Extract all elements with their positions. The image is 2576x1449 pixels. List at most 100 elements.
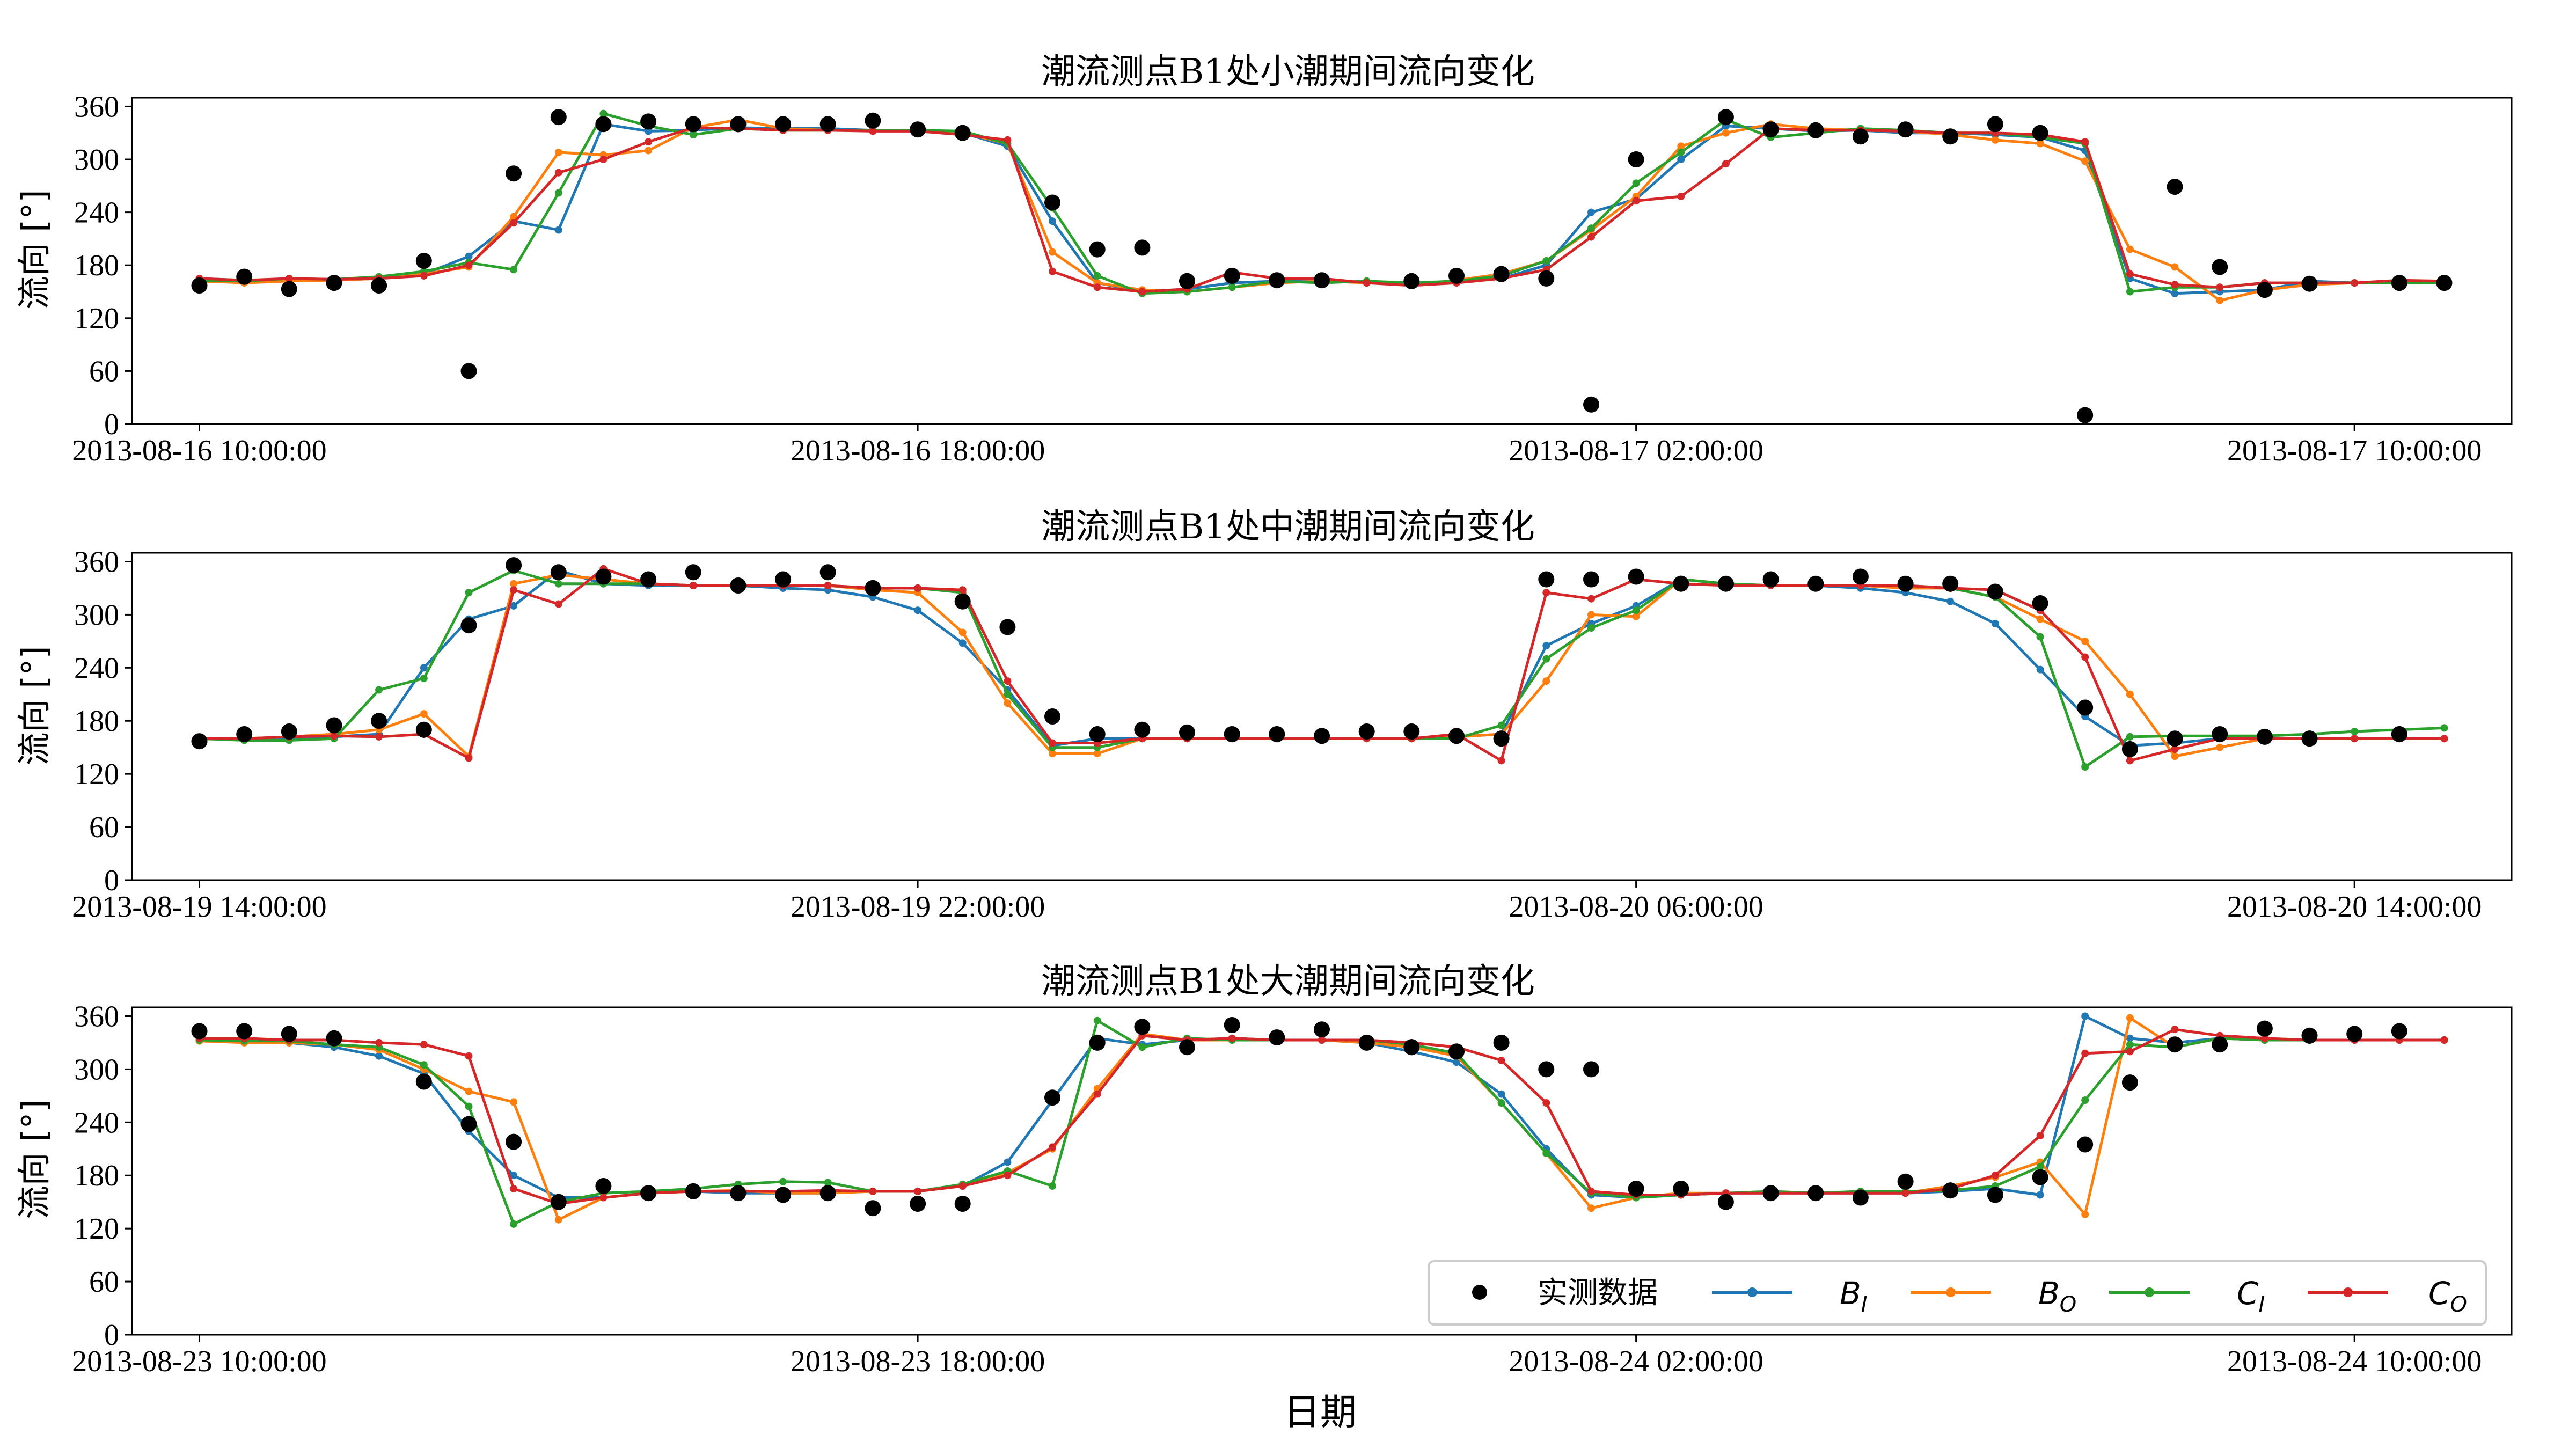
- observed-point: [326, 1030, 342, 1046]
- observed-point: [2391, 275, 2407, 291]
- observed-point: [1717, 109, 1734, 126]
- series-point-c-i: [1004, 690, 1012, 698]
- series-point-c-i: [2036, 633, 2044, 641]
- legend-item-b-o: BO: [1911, 1275, 2076, 1317]
- series-point-b-i: [510, 1172, 518, 1180]
- x-tick-label: 2013-08-16 18:00:00: [791, 434, 1045, 467]
- observed-point: [191, 733, 208, 750]
- x-tick-label: 2013-08-16 10:00:00: [72, 434, 326, 467]
- series-point-c-i: [1632, 179, 1640, 187]
- observed-point: [819, 116, 836, 133]
- series-point-c-o: [2171, 1026, 2179, 1034]
- series-point-c-o: [510, 1185, 518, 1192]
- series-point-c-o: [1542, 589, 1550, 597]
- legend-marker-b-i: [1747, 1287, 1757, 1297]
- series-point-b-i: [1587, 208, 1595, 216]
- y-tick-label: 0: [104, 408, 119, 441]
- observed-point: [1493, 266, 1510, 282]
- observed-point: [775, 116, 792, 133]
- series-point-c-o: [2081, 138, 2089, 146]
- observed-point: [1583, 1061, 1599, 1078]
- series-point-c-o: [1138, 288, 1146, 296]
- series-point-c-i: [554, 580, 562, 588]
- observed-point: [1179, 724, 1195, 741]
- series-point-c-o: [958, 1182, 967, 1190]
- series-point-c-o: [2440, 1036, 2448, 1044]
- series-point-c-o: [375, 1038, 383, 1046]
- series-point-b-o: [510, 1098, 518, 1106]
- observed-point: [1987, 583, 2003, 600]
- observed-point: [1179, 1039, 1195, 1056]
- observed-point: [1897, 1173, 1914, 1190]
- series-point-c-i: [2440, 724, 2448, 732]
- observed-point: [550, 1194, 567, 1210]
- series-point-c-i: [554, 189, 562, 197]
- observed-point: [1538, 1061, 1555, 1078]
- observed-point: [236, 1023, 253, 1040]
- series-point-c-o: [1677, 193, 1685, 200]
- series-point-c-i: [1497, 721, 1505, 729]
- series-point-c-i: [375, 686, 383, 694]
- series-point-b-i: [375, 1052, 383, 1060]
- observed-point: [1089, 1034, 1106, 1051]
- y-tick-label: 360: [74, 545, 119, 579]
- series-point-c-o: [2351, 735, 2359, 743]
- observed-point: [1852, 568, 1869, 585]
- series-point-c-o: [1587, 595, 1595, 603]
- series-point-b-o: [554, 1216, 562, 1224]
- series-point-c-o: [2260, 1034, 2268, 1042]
- observed-point: [1673, 575, 1689, 592]
- series-point-c-o: [869, 1187, 877, 1195]
- legend-base-b-i: B: [1840, 1275, 1861, 1312]
- observed-point: [506, 557, 522, 574]
- series-point-c-o: [285, 274, 293, 282]
- series-point-b-i: [465, 252, 473, 260]
- observed-point: [2032, 125, 2048, 141]
- series-point-b-o: [2171, 263, 2179, 271]
- series-point-c-i: [1049, 1182, 1056, 1190]
- observed-point: [595, 1178, 612, 1194]
- series-point-c-o: [645, 138, 653, 146]
- observed-point: [460, 363, 477, 379]
- series-point-b-i: [1049, 217, 1056, 225]
- x-tick-label: 2013-08-24 02:00:00: [1509, 1345, 1763, 1378]
- observed-point: [415, 721, 432, 738]
- observed-point: [1448, 1043, 1465, 1060]
- observed-point: [1987, 116, 2003, 133]
- observed-point: [1314, 1021, 1330, 1038]
- observed-point: [236, 726, 253, 742]
- series-point-c-o: [1004, 136, 1012, 144]
- series-point-c-o: [2126, 270, 2134, 278]
- observed-point: [1717, 1194, 1734, 1210]
- series-point-b-o: [1632, 612, 1640, 620]
- legend-marker-c-o: [2343, 1287, 2353, 1297]
- observed-point: [1269, 272, 1285, 289]
- series-point-c-i: [2081, 763, 2089, 771]
- observed-point: [1942, 575, 1959, 592]
- series-point-c-o: [599, 156, 608, 163]
- series-point-b-o: [2171, 752, 2179, 760]
- series-point-c-o: [1587, 1187, 1595, 1195]
- observed-point: [1269, 1029, 1285, 1046]
- y-tick-label: 360: [74, 90, 119, 123]
- observed-point: [1224, 267, 1240, 284]
- observed-point: [775, 571, 792, 588]
- observed-point: [1493, 1034, 1510, 1051]
- series-point-b-i: [510, 602, 518, 610]
- series-point-b-o: [2081, 1210, 2089, 1218]
- observed-point: [1852, 1189, 1869, 1206]
- y-tick-label: 0: [104, 1319, 119, 1352]
- observed-point: [2436, 275, 2453, 291]
- observed-point: [685, 564, 701, 581]
- series-point-b-o: [1722, 129, 1730, 137]
- series-point-b-o: [1004, 699, 1012, 707]
- observed-point: [1762, 571, 1779, 588]
- observed-point: [460, 1116, 477, 1132]
- series-point-c-i: [824, 1179, 832, 1187]
- series-point-c-o: [2036, 1132, 2044, 1140]
- observed-point: [640, 571, 657, 588]
- observed-point: [1628, 568, 1644, 585]
- x-tick-label: 2013-08-20 14:00:00: [2227, 890, 2482, 924]
- legend-label-c-o: CO: [2428, 1275, 2467, 1317]
- y-tick-label: 60: [89, 355, 119, 388]
